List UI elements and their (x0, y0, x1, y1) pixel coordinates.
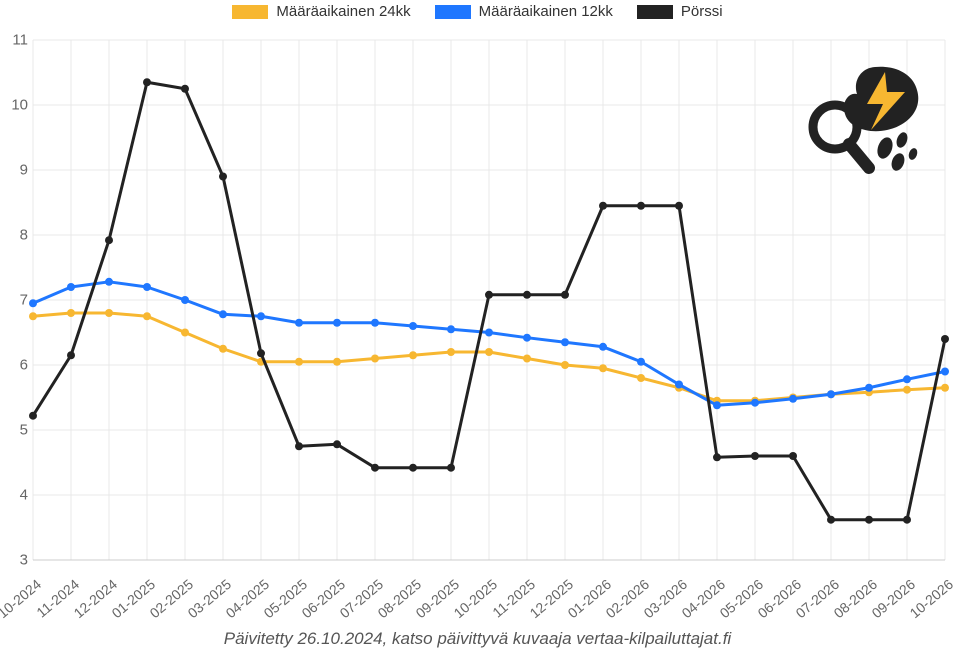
series-marker (67, 309, 75, 317)
series-marker (181, 85, 189, 93)
series-marker (409, 351, 417, 359)
legend-item: Määräaikainen 24kk (232, 3, 410, 20)
series-marker (181, 329, 189, 337)
series-marker (599, 364, 607, 372)
series-marker (409, 464, 417, 472)
series-marker (827, 516, 835, 524)
series-marker (561, 338, 569, 346)
drops-icon (875, 131, 919, 173)
series-marker (105, 309, 113, 317)
caption-text: Päivitetty 26.10.2024, katso päivittyvä … (0, 629, 955, 649)
series-marker (67, 283, 75, 291)
series-marker (333, 319, 341, 327)
series-marker (219, 310, 227, 318)
series-marker (523, 355, 531, 363)
legend-item: Pörssi (637, 3, 723, 20)
series-marker (675, 202, 683, 210)
series-marker (789, 395, 797, 403)
series-marker (561, 291, 569, 299)
series-marker (523, 334, 531, 342)
series-marker (295, 319, 303, 327)
legend-label: Määräaikainen 12kk (479, 3, 613, 20)
series-marker (67, 351, 75, 359)
series-marker (751, 399, 759, 407)
legend-swatch (637, 5, 673, 19)
series-marker (561, 361, 569, 369)
series-marker (447, 348, 455, 356)
series-marker (371, 355, 379, 363)
series-marker (371, 464, 379, 472)
series-marker (637, 358, 645, 366)
series-marker (371, 319, 379, 327)
y-tick-label: 8 (0, 227, 28, 244)
series-marker (447, 464, 455, 472)
legend-item: Määräaikainen 12kk (435, 3, 613, 20)
series-marker (523, 291, 531, 299)
series-marker (903, 516, 911, 524)
series-marker (713, 453, 721, 461)
legend-swatch (435, 5, 471, 19)
series-marker (865, 516, 873, 524)
series-marker (485, 348, 493, 356)
y-tick-label: 10 (0, 97, 28, 114)
legend-label: Määräaikainen 24kk (276, 3, 410, 20)
series-marker (637, 374, 645, 382)
series-marker (903, 386, 911, 394)
series-marker (29, 412, 37, 420)
legend-swatch (232, 5, 268, 19)
y-tick-label: 7 (0, 292, 28, 309)
series-marker (143, 283, 151, 291)
series-marker (599, 343, 607, 351)
y-tick-label: 3 (0, 552, 28, 569)
series-marker (789, 452, 797, 460)
series-marker (827, 390, 835, 398)
series-marker (599, 202, 607, 210)
series-marker (29, 299, 37, 307)
y-tick-label: 6 (0, 357, 28, 374)
legend: Määräaikainen 24kk Määräaikainen 12kk Pörs… (0, 3, 955, 23)
y-tick-label: 11 (0, 32, 28, 49)
chart-container: Määräaikainen 24kk Määräaikainen 12kk Pörs… (0, 0, 955, 651)
series-marker (105, 236, 113, 244)
series-marker (485, 329, 493, 337)
series-marker (333, 440, 341, 448)
series-marker (219, 173, 227, 181)
series-marker (675, 381, 683, 389)
series-marker (941, 384, 949, 392)
series-marker (941, 335, 949, 343)
series-marker (143, 312, 151, 320)
series-marker (143, 78, 151, 86)
series-marker (865, 384, 873, 392)
series-marker (295, 358, 303, 366)
series-marker (447, 325, 455, 333)
series-marker (903, 375, 911, 383)
series-marker (409, 322, 417, 330)
series-marker (941, 368, 949, 376)
brand-logo (805, 62, 935, 182)
series-marker (637, 202, 645, 210)
series-marker (105, 278, 113, 286)
series-marker (29, 312, 37, 320)
series-marker (485, 291, 493, 299)
series-marker (181, 296, 189, 304)
series-marker (751, 452, 759, 460)
series-marker (713, 401, 721, 409)
legend-label: Pörssi (681, 3, 723, 20)
y-tick-label: 4 (0, 487, 28, 504)
series-marker (333, 358, 341, 366)
series-marker (257, 312, 265, 320)
series-marker (295, 442, 303, 450)
series-marker (219, 345, 227, 353)
y-tick-label: 5 (0, 422, 28, 439)
series-marker (257, 349, 265, 357)
y-tick-label: 9 (0, 162, 28, 179)
